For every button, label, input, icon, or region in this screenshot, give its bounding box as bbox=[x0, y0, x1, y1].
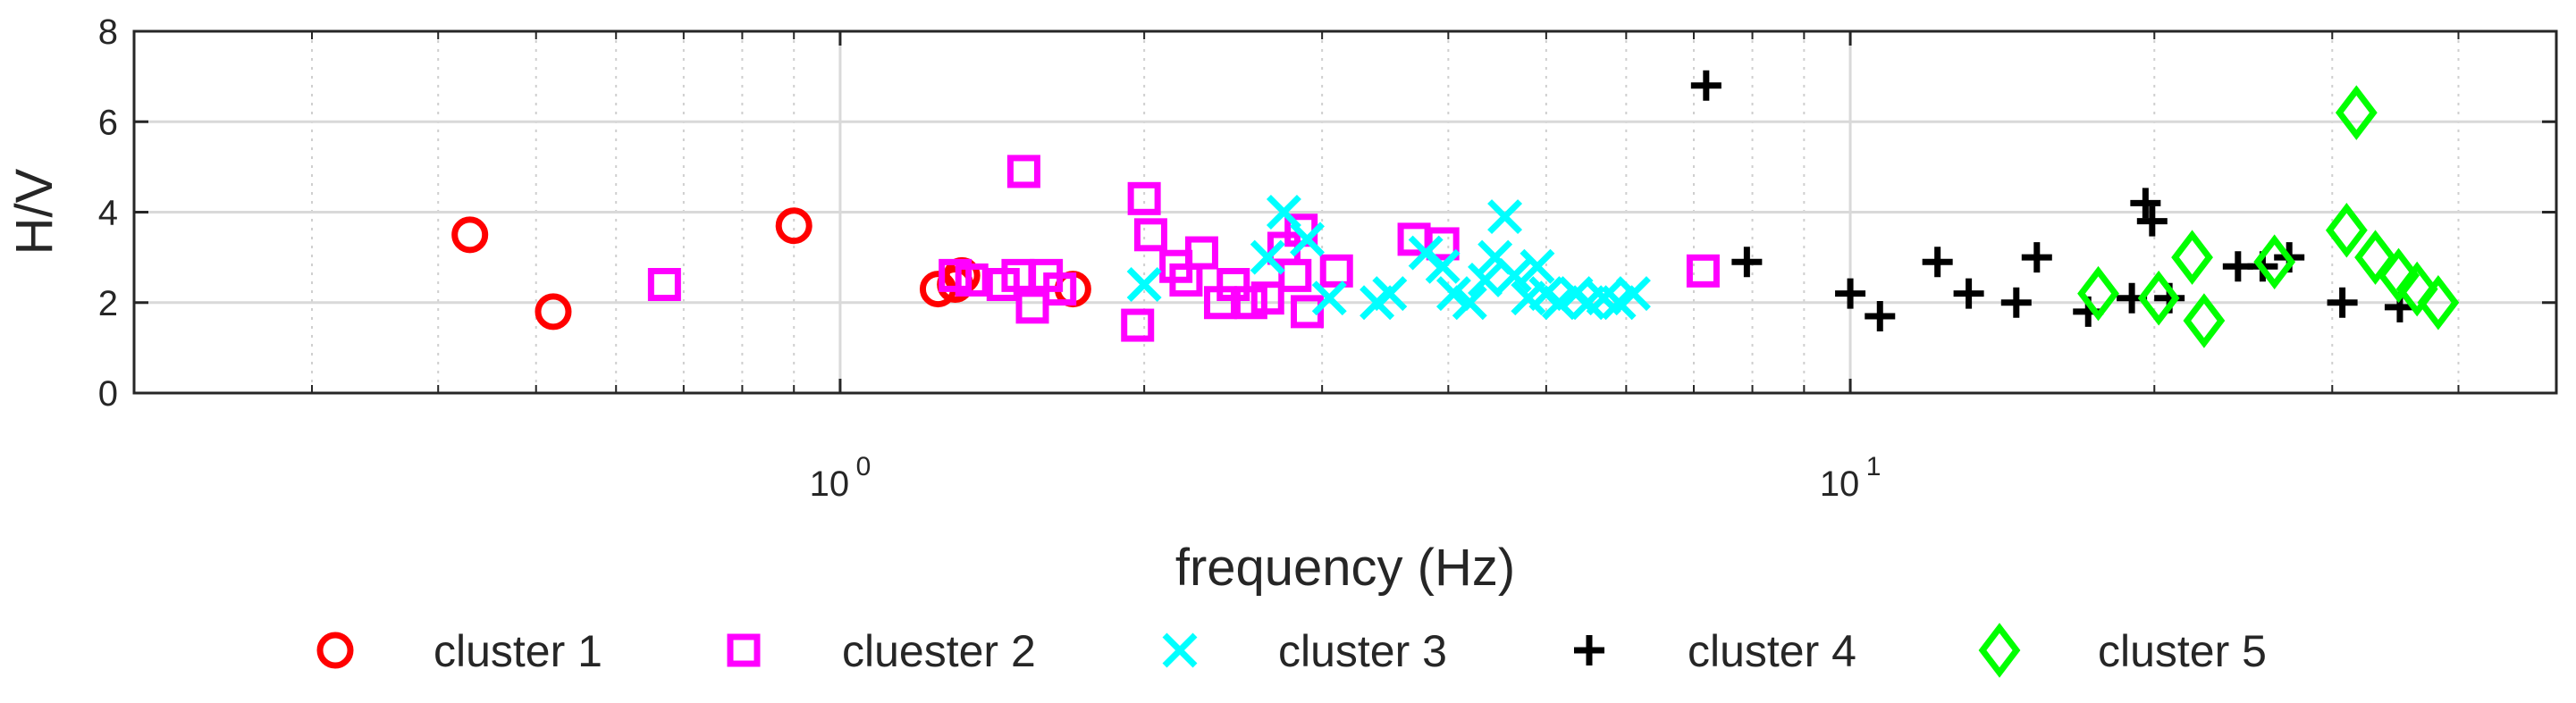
data-point bbox=[1126, 267, 1162, 302]
data-point bbox=[775, 207, 812, 245]
legend-label: cluester 2 bbox=[842, 626, 1036, 676]
legend-item: cluster 3 bbox=[1162, 626, 1447, 676]
legend-marker bbox=[316, 632, 354, 669]
legend-label: cluster 1 bbox=[434, 626, 602, 676]
data-point bbox=[451, 216, 489, 254]
data-point bbox=[2137, 270, 2180, 326]
data-point bbox=[1006, 155, 1040, 188]
data-point bbox=[1520, 248, 1555, 284]
data-point bbox=[1865, 300, 1896, 331]
data-point bbox=[1290, 222, 1325, 257]
data-point bbox=[1127, 181, 1161, 215]
y-tick-label: 2 bbox=[98, 284, 118, 323]
legend-marker bbox=[1574, 635, 1604, 665]
legend-marker bbox=[1978, 623, 2021, 678]
legend-marker bbox=[727, 633, 761, 667]
data-point bbox=[1311, 280, 1347, 316]
data-point bbox=[1043, 272, 1077, 306]
x-tick-label-base: 10 bbox=[1820, 464, 1860, 504]
data-point bbox=[1216, 268, 1250, 301]
data-point bbox=[2253, 234, 2296, 289]
data-point bbox=[535, 293, 572, 331]
data-point bbox=[1250, 281, 1284, 315]
series-2 bbox=[647, 155, 1720, 342]
legend-item: cluster 4 bbox=[1574, 626, 1856, 676]
data-point bbox=[1250, 239, 1285, 275]
series-5 bbox=[2077, 85, 2460, 348]
data-point bbox=[2183, 293, 2226, 348]
data-point bbox=[2171, 230, 2213, 285]
data-point bbox=[1372, 276, 1408, 312]
data-point bbox=[1922, 247, 1953, 278]
legend-item: cluster 5 bbox=[1978, 623, 2267, 678]
data-point bbox=[1731, 247, 1763, 278]
data-point bbox=[1468, 262, 1503, 297]
data-point bbox=[1425, 248, 1461, 284]
data-point bbox=[1015, 290, 1049, 324]
data-point bbox=[1291, 295, 1325, 329]
series-3 bbox=[1126, 195, 1651, 321]
x-tick-label-base: 10 bbox=[810, 464, 850, 504]
data-point bbox=[1426, 227, 1460, 261]
data-point bbox=[2077, 265, 2119, 322]
data-point bbox=[1319, 254, 1353, 288]
data-points bbox=[451, 70, 2460, 348]
data-point bbox=[2378, 247, 2420, 304]
data-point bbox=[2417, 274, 2460, 331]
y-tick-label: 0 bbox=[98, 374, 118, 414]
y-tick-label: 8 bbox=[98, 13, 118, 52]
data-point bbox=[1835, 278, 1866, 309]
data-point bbox=[1121, 308, 1155, 342]
data-point bbox=[2136, 205, 2168, 237]
y-tick-label: 6 bbox=[98, 103, 118, 142]
data-point bbox=[1184, 236, 1218, 270]
axis-ticks bbox=[134, 29, 2556, 395]
grid bbox=[134, 29, 2556, 395]
data-point bbox=[1233, 286, 1267, 320]
legend: cluster 1 cluester 2 cluster 3 cluster 4 clu… bbox=[316, 623, 2267, 678]
data-point bbox=[1487, 199, 1523, 235]
data-point bbox=[1496, 257, 1532, 293]
data-point bbox=[1686, 254, 1720, 288]
data-point bbox=[939, 258, 972, 292]
series-4 bbox=[1690, 70, 2415, 331]
data-point bbox=[1953, 278, 1984, 309]
legend-label: cluster 4 bbox=[1688, 626, 1856, 676]
data-point bbox=[2000, 287, 2032, 318]
data-point bbox=[1435, 276, 1471, 312]
legend-marker bbox=[1162, 632, 1198, 668]
data-point bbox=[2335, 85, 2378, 140]
data-point bbox=[2395, 261, 2438, 317]
data-point bbox=[1278, 258, 1312, 292]
y-axis-label: H/V bbox=[5, 168, 63, 255]
x-axis-label: frequency (Hz) bbox=[1175, 539, 1515, 597]
data-point bbox=[2325, 202, 2368, 258]
data-point bbox=[2021, 242, 2052, 273]
data-point bbox=[1452, 285, 1487, 321]
x-tick-label: 10 1 bbox=[1820, 452, 1881, 504]
data-point bbox=[1541, 285, 1577, 321]
data-point bbox=[955, 263, 989, 297]
data-point bbox=[1133, 218, 1167, 252]
legend-item: cluster 1 bbox=[316, 626, 602, 676]
data-point bbox=[1615, 276, 1651, 312]
legend-label: cluster 5 bbox=[2098, 626, 2267, 676]
data-point bbox=[647, 268, 681, 301]
legend-item: cluester 2 bbox=[727, 626, 1036, 676]
data-point bbox=[2354, 230, 2396, 285]
y-tick-labels: 0 2 4 6 8 bbox=[98, 13, 118, 414]
legend-label: cluster 3 bbox=[1278, 626, 1447, 676]
y-tick-label: 4 bbox=[98, 194, 118, 233]
data-point bbox=[2327, 287, 2358, 318]
x-tick-label-exponent: 0 bbox=[856, 452, 871, 481]
x-tick-label-exponent: 1 bbox=[1866, 452, 1881, 481]
data-point bbox=[1690, 70, 1722, 101]
x-tick-label: 10 0 bbox=[810, 452, 871, 504]
data-point bbox=[2130, 188, 2161, 219]
x-tick-labels: 10 0 10 1 bbox=[810, 452, 1881, 504]
